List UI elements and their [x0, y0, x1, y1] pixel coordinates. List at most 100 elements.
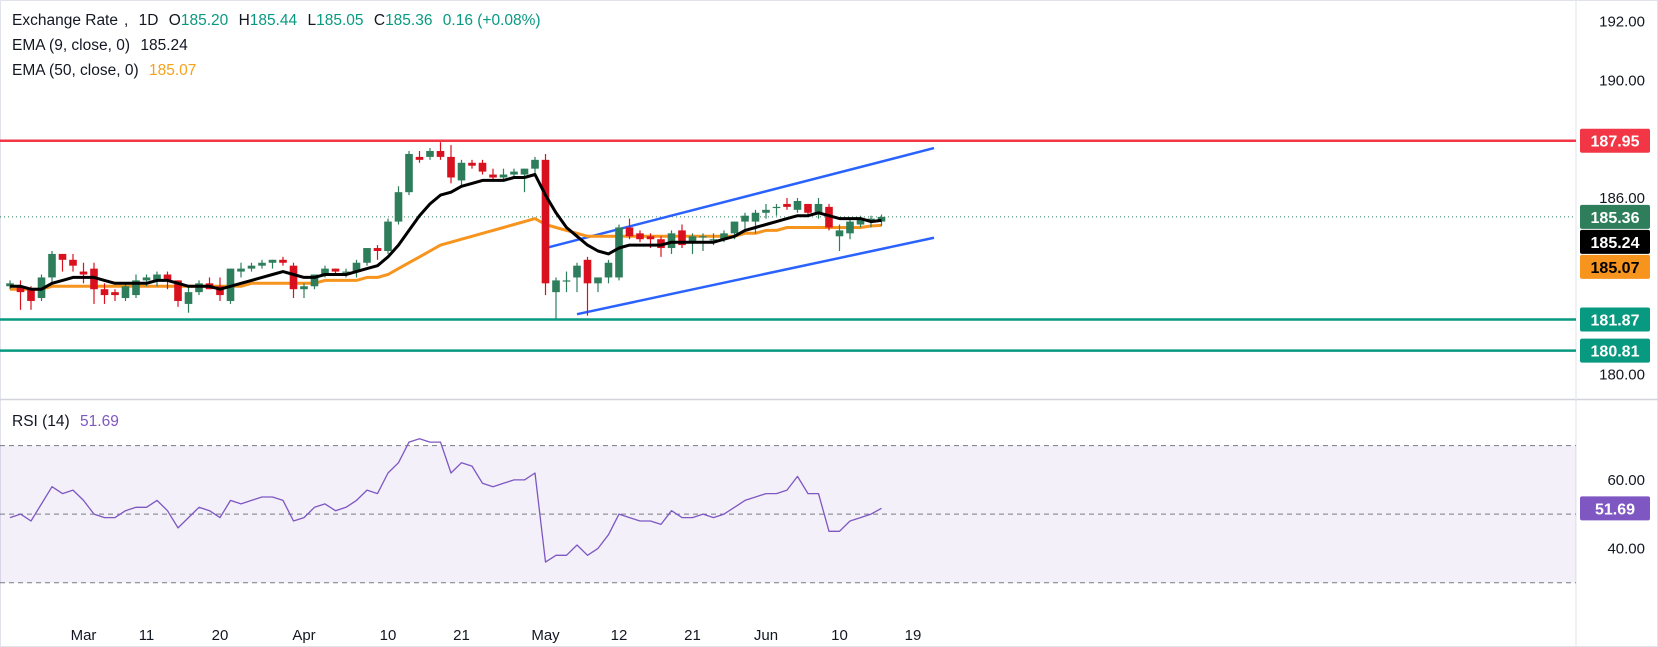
candle — [384, 218, 392, 254]
candle — [373, 245, 382, 260]
candle — [100, 283, 109, 304]
candle — [678, 224, 686, 249]
candle — [583, 256, 592, 316]
level-badge: 187.95 — [1580, 128, 1650, 153]
candle — [268, 259, 277, 269]
candle-body — [300, 286, 308, 290]
candle-body — [678, 230, 686, 246]
channel-line — [576, 236, 935, 316]
candle-body — [541, 159, 550, 284]
candle-body — [783, 203, 791, 207]
candle — [405, 151, 413, 196]
candle-body — [552, 280, 560, 293]
candle — [90, 262, 98, 304]
candle — [48, 250, 56, 284]
candle — [478, 159, 487, 175]
candle-body — [804, 203, 812, 213]
candle-body — [562, 280, 571, 282]
candle — [814, 198, 823, 219]
candle-body — [100, 289, 109, 296]
ema9-line — [10, 173, 882, 291]
candle-body — [856, 218, 865, 225]
y-tick-label: 180.00 — [1599, 366, 1645, 383]
price-badge-text: 180.81 — [1591, 344, 1640, 361]
candle — [16, 280, 25, 310]
candle-body — [426, 151, 434, 157]
ema9-label: EMA (9, close, 0) — [12, 37, 131, 54]
candle-body — [667, 233, 676, 249]
candle — [772, 203, 781, 216]
candle — [79, 262, 88, 284]
price-badge-text: 187.95 — [1591, 134, 1640, 151]
candle — [394, 186, 403, 225]
candle-body — [237, 268, 245, 272]
candle-body — [741, 215, 749, 222]
rsi-line — [9, 438, 882, 563]
candle — [520, 168, 529, 193]
candle-body — [510, 171, 518, 175]
price-badge-text: 185.24 — [1591, 235, 1640, 252]
ema50-value: 185.07 — [148, 62, 197, 79]
candle-body — [321, 268, 329, 275]
y-tick-label: 186.00 — [1599, 190, 1645, 207]
candle-body — [363, 248, 371, 263]
x-tick-label: Mar — [71, 627, 97, 644]
candle-body — [520, 168, 529, 175]
candle — [625, 218, 634, 240]
high-value: 185.44 — [249, 12, 298, 29]
candle-body — [877, 216, 886, 222]
candle-body — [258, 262, 266, 266]
candle — [636, 230, 644, 243]
candle — [604, 259, 613, 284]
candle-body — [457, 162, 466, 181]
candle-body — [730, 221, 739, 234]
price-badge-bg — [1580, 229, 1650, 254]
x-tick-label: 20 — [212, 627, 229, 644]
candle-body — [184, 292, 193, 304]
ema9-value: 185.24 — [140, 37, 188, 54]
price-badge-bg — [1580, 204, 1650, 229]
candle-body — [79, 271, 88, 275]
x-tick-label: 19 — [905, 627, 922, 644]
candle-body — [48, 253, 56, 278]
candle-body — [352, 262, 361, 272]
x-tick-label: Jun — [754, 627, 778, 644]
candle — [541, 153, 550, 296]
candle-body — [636, 233, 644, 240]
candle-body — [69, 259, 77, 266]
change-value: 0.16 (+0.08%) — [442, 12, 541, 29]
level-badge: 180.81 — [1580, 338, 1650, 363]
interval: 1D — [138, 12, 159, 29]
candle — [279, 256, 287, 266]
candle — [468, 159, 476, 169]
candle-body — [174, 280, 182, 301]
candle — [289, 262, 298, 299]
candle-body — [16, 286, 25, 293]
rsi-badge: 51.69 — [1580, 496, 1650, 521]
high-label: H — [238, 12, 250, 29]
level-badge: 181.87 — [1580, 307, 1650, 332]
low-label: L — [307, 12, 317, 29]
candle-body — [447, 156, 455, 178]
price-badge-text: 185.36 — [1591, 210, 1640, 227]
price-badge-bg — [1580, 254, 1650, 279]
price-badge-bg — [1580, 338, 1650, 363]
candle — [499, 168, 508, 181]
low-value: 185.05 — [316, 12, 364, 29]
candle-body — [121, 286, 130, 299]
candle — [58, 253, 67, 272]
price-badge-bg — [1580, 307, 1650, 332]
rsi-label: RSI (14) — [12, 413, 70, 430]
x-tick-label: 10 — [380, 627, 397, 644]
candle-body — [762, 209, 770, 213]
candle — [762, 203, 770, 219]
candle-body — [835, 230, 844, 237]
candle — [835, 224, 844, 251]
open-label: O — [168, 12, 181, 29]
candle-body — [58, 253, 67, 260]
candle — [615, 224, 623, 281]
candle-body — [793, 201, 802, 210]
price-badge: 185.07 — [1580, 254, 1650, 279]
candle-body — [615, 227, 623, 278]
